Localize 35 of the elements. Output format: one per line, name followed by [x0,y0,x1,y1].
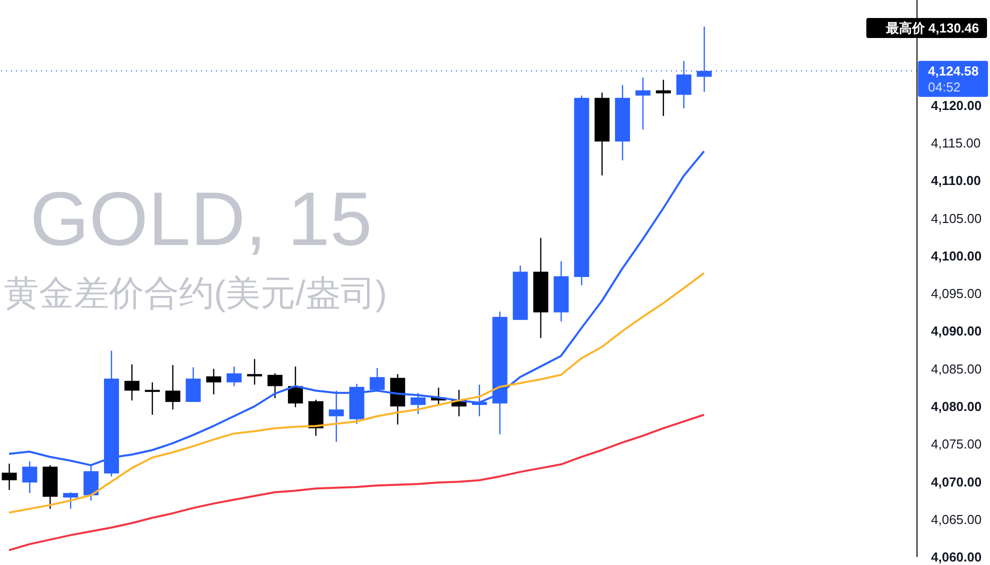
y-tick-label: 4,065.00 [931,512,982,527]
y-tick-label: 4,095.00 [931,286,982,302]
candlestick [328,390,344,442]
line-series [8,414,705,552]
candlestick [268,372,283,399]
text: GOLD, 15 [30,177,372,262]
y-tick-label: 4,120.00 [931,98,982,113]
y-tick-label: 4,060.00 [931,550,982,565]
candlestick [63,492,78,510]
candlestick [410,392,426,415]
candlestick [144,382,160,416]
y-tick-label: 4,075.00 [931,436,982,452]
candlestick [656,79,671,117]
y-tick-label: 4,100.00 [931,248,982,264]
ref-line-label: 4,124.58 04:52 [928,63,979,94]
y-tick-label: 4,110.00 [931,173,981,188]
y-tick-label: 4,080.00 [931,399,982,414]
y-tick-label: 4,090.00 [931,324,982,339]
candlestick [124,364,140,402]
y-tick-label: 4,115.00 [931,136,981,151]
candlestick [165,364,180,410]
candlestick [206,368,222,396]
candlestick [288,366,303,408]
candlestick [635,76,650,130]
text: 最高价 4,130.46 [884,20,979,36]
y-tick-label: 4,085.00 [931,361,982,376]
text: 黄金差价合约(美元/盎司) [4,274,388,313]
y-tick-label: 4,070.00 [931,474,982,490]
candlestick [226,366,242,387]
candlestick [22,460,38,494]
candlestick [186,366,201,403]
y-tick-label: 4,105.00 [931,210,982,226]
candlestick [370,367,385,390]
candlestick [2,463,17,491]
candlestick [247,358,262,386]
